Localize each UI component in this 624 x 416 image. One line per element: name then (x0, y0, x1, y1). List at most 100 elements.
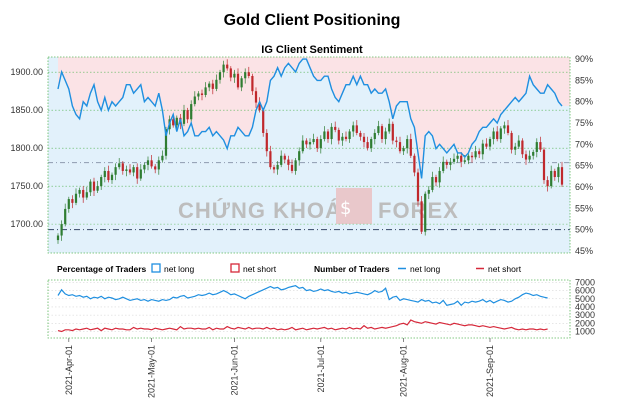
count-tick-label: 2000 (575, 318, 595, 328)
percent-long-line (57, 58, 563, 179)
candle-body (146, 160, 150, 165)
candle-body (388, 123, 391, 132)
candle-body (316, 139, 319, 149)
candlesticks (56, 59, 564, 244)
candle-body (60, 224, 63, 236)
candle-body (341, 136, 344, 141)
candle-body (550, 170, 553, 187)
candle-body (499, 128, 502, 140)
candle-body (208, 83, 211, 88)
count-tick-label: 6000 (575, 286, 595, 296)
chart-subtitle: IG Client Sentiment (261, 44, 363, 56)
svg-text:$: $ (340, 198, 351, 219)
candle-body (337, 129, 340, 141)
candle-body (82, 189, 85, 198)
candle-body (233, 73, 236, 78)
candle-body (478, 151, 481, 155)
percent-axis: 45% 50% 55% 60% 65% 70% 75% 80% 85% 90% (575, 54, 593, 256)
candle-body (301, 140, 304, 152)
candle-body (539, 142, 542, 150)
legend-num-short-label: net short (488, 264, 522, 274)
count-tick-label: 5000 (575, 294, 595, 304)
price-tick-label: 1850.00 (10, 105, 43, 115)
candle-body (319, 139, 322, 149)
candle-body (143, 164, 146, 170)
watermark: CHỨNG KHOÁN $ FOREX (178, 188, 458, 224)
candle-body (438, 170, 441, 183)
net-short-area (48, 57, 570, 179)
percent-tick-label: 55% (575, 203, 593, 213)
candle-body (110, 174, 114, 181)
count-tick-label: 3000 (575, 310, 595, 320)
candle-body (352, 125, 355, 132)
candle-body (326, 131, 330, 140)
candle-body (470, 155, 474, 158)
candle-body (240, 78, 243, 88)
net-long-count-line (57, 285, 548, 307)
candle-body (200, 93, 204, 95)
candle-body (272, 167, 276, 170)
candle-body (157, 160, 160, 170)
candle-body (413, 155, 416, 173)
candle-body (114, 167, 117, 175)
candle-body (236, 73, 240, 88)
candle-body (506, 125, 510, 133)
candle-body (190, 104, 193, 120)
candle-body (366, 142, 369, 149)
candle-body (560, 167, 564, 185)
candle-body (265, 132, 268, 152)
candle-body (348, 131, 351, 140)
candle-body (186, 110, 189, 120)
candle-body (373, 132, 376, 140)
candle-body (546, 180, 549, 187)
date-tick-label: 2021-Sep-01 (485, 345, 495, 397)
candle-body (262, 110, 265, 133)
legend-pct-short-label: net short (243, 264, 277, 274)
date-tick-label: 2021-Jun-01 (229, 345, 239, 396)
legend-percentage-title: Percentage of Traders (57, 264, 147, 274)
candle-body (71, 199, 74, 203)
candle-body (391, 123, 394, 141)
candle-body (406, 139, 409, 149)
candle-body (445, 161, 448, 165)
candle-body (107, 170, 110, 181)
candle-body (161, 155, 164, 161)
candle-body (553, 170, 556, 178)
percent-tick-label: 90% (575, 54, 593, 64)
candle-body (283, 155, 286, 160)
candle-body (154, 166, 157, 170)
candle-body (197, 93, 200, 97)
date-tick-label: 2021-Jul-01 (316, 345, 326, 393)
watermark-logo: $ (336, 188, 372, 224)
candle-body (118, 163, 121, 168)
candle-body (488, 139, 492, 147)
price-tick-label: 1800.00 (10, 143, 43, 153)
percent-tick-label: 65% (575, 161, 593, 171)
candle-body (136, 167, 139, 179)
candle-body (427, 189, 430, 194)
candle-body (128, 169, 132, 173)
candle-body (514, 146, 517, 150)
candle-body (85, 192, 88, 198)
candle-body (463, 160, 466, 162)
percent-tick-label: 85% (575, 75, 593, 85)
candle-body (96, 186, 99, 191)
candle-body (370, 139, 373, 149)
candle-body (222, 64, 225, 73)
candle-body (312, 139, 315, 143)
net-short-count-line (57, 319, 548, 333)
date-axis: 2021-Apr-01 2021-May-01 2021-Jun-01 2021-Ju… (64, 338, 495, 398)
candle-body (125, 169, 128, 171)
candle-body (492, 131, 495, 140)
candle-body (78, 189, 81, 194)
candle-body (442, 161, 445, 171)
count-tick-label: 7000 (575, 277, 595, 287)
candle-body (150, 160, 153, 167)
date-tick-label: 2021-May-01 (147, 345, 157, 398)
price-tick-label: 1700.00 (10, 219, 43, 229)
candle-body (269, 151, 272, 168)
legend-number-title: Number of Traders (314, 264, 390, 274)
price-sentiment-panel: CHỨNG KHOÁN $ FOREX 1700.00 1750.00 1800.0… (10, 54, 593, 256)
candle-body (100, 177, 103, 187)
